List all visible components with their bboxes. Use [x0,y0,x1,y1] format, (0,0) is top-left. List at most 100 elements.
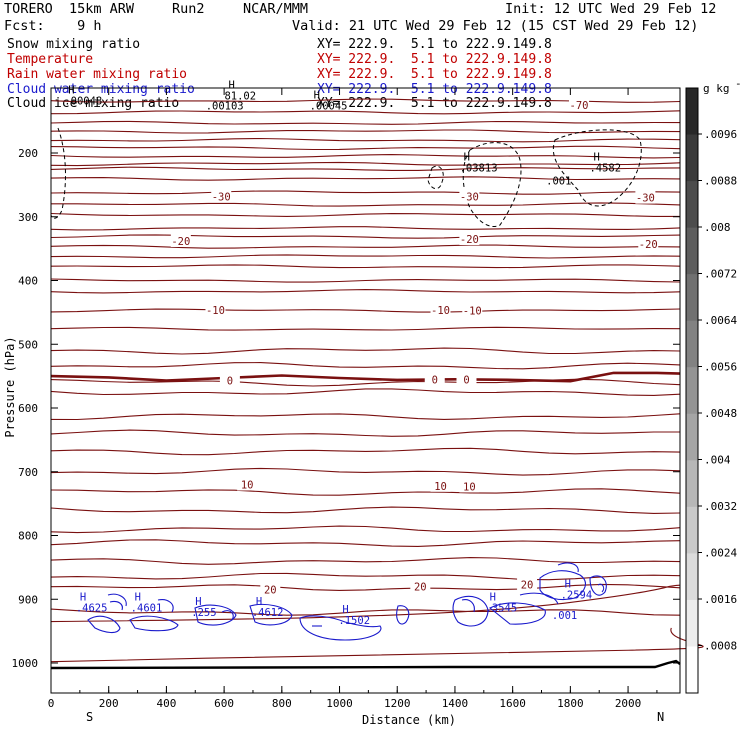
isotherm-line [50,308,681,313]
isotherm-line [50,226,681,231]
cloud-water-max-marker: H [80,591,86,603]
maximum-marker: H [593,152,599,164]
forecast-hour: Fcst: 9 h [4,18,102,34]
isotherm-label: -30 [636,193,655,205]
isotherm-line [50,506,681,514]
isotherm-label: -30 [460,191,479,203]
colorbar-swatch [686,553,698,601]
isotherm-label-bg [459,232,480,246]
isotherm-label: 10 [434,481,447,493]
contour-labels: -70 -30 -30 -30 -20 -20 -20 -10 -10 -10 0 0 0 10 10 10 2… [64,80,659,627]
cloud-ice-contour [427,165,444,189]
maximum-value: .00045 [310,101,348,113]
isotherm-label: -20 [171,236,190,248]
colorbar-swatch [686,646,698,694]
isotherm-line [50,244,681,249]
isotherm-line [50,212,680,217]
isotherm-label: -20 [639,239,658,251]
isotherm-line [50,539,681,547]
isotherm-line [50,254,681,259]
valid-time: Valid: 21 UTC Wed 29 Feb 12 (15 CST Wed … [292,18,699,34]
colorbar-unit-exponent: -1 [735,77,740,90]
legend-xy-temperature: XY= 222.9. 5.1 to 222.9.149.8 [317,52,552,67]
isotherm-label: 20 [521,580,534,592]
cloud-water-max-value: .2594 [561,590,593,602]
isotherm-line [50,557,681,565]
cloud-water-max-value: .1502 [338,615,370,627]
isotherm-line [50,572,681,581]
isotherm-label: 0 [432,374,438,386]
colorbar-unit: g kg [703,82,730,95]
isotherm-line [50,429,680,437]
colorbar-swatch [686,413,698,461]
x-tick-label: 200 [99,697,119,710]
y-tick-label: 600 [18,402,38,415]
colorbar-tick-label: .0096 [704,128,737,141]
colorbar-tick-label: .0024 [704,547,737,560]
cloud-water-contour [461,599,475,613]
cloud-ice-contour [50,127,66,219]
colorbar-swatch [686,367,698,415]
x-tick-label: 1400 [442,697,469,710]
isotherm-label: -10 [463,305,482,317]
isotherm-label: 20 [264,585,277,597]
y-tick-label: 700 [18,466,38,479]
isotherm-label-bg [462,303,483,317]
isotherm-line [50,326,681,331]
isotherm-label: 0 [227,376,233,388]
colorbar-swatch [686,506,698,554]
y-axis-label: Pressure (hPa) [3,336,17,437]
cloud-water-contour [87,615,121,634]
cloud-water-max-marker: H [195,596,201,608]
isotherm-label: 10 [241,480,254,492]
x-tick-label: 600 [214,697,234,710]
isotherm-line [50,190,681,195]
x-tick-label: 1800 [557,697,584,710]
isotherm-line [50,154,681,159]
colorbar-swatch [686,88,698,136]
colorbar-tick-label: .0072 [704,268,737,281]
x-tick-label: 2000 [615,697,642,710]
isotherm-line [50,467,681,476]
isotherm-line [50,129,681,134]
isotherm-line [50,488,681,496]
colorbar-swatch [686,181,698,229]
isotherm-label-bg [219,373,240,387]
cloud-water-max-marker: H [490,591,496,603]
run-label: Run2 [172,1,205,17]
cloud-water-max-value: .4601 [131,602,163,614]
isotherm-line [50,176,681,181]
x-tick-label: 800 [272,697,292,710]
cloud-water-contour [539,570,586,601]
model-title: TORERO 15km ARW [4,1,135,17]
maximum-marker: H [314,90,320,102]
isotherm-label-bg [424,372,445,386]
init-time: Init: 12 UTC Wed 29 Feb 12 [505,1,717,17]
isotherm-line [50,447,681,456]
isotherm-line [50,289,681,294]
isotherm-label-bg [635,190,656,204]
legend-label-cloud-ice: Cloud ice mixing ratio [7,96,180,111]
isotherm-line [50,110,681,115]
cloud-water-contour [194,604,237,626]
isotherm-line [50,583,681,591]
colorbar-swatch [686,227,698,275]
isotherm-label-bg [260,582,281,596]
cloud-water-max-value: .4612 [252,607,284,619]
x-tick-label: 400 [156,697,176,710]
isotherm-label: -10 [431,305,450,317]
isotherm-label-bg [205,302,226,316]
isotherm-label-bg [517,577,538,591]
legend-label-rain: Rain water mixing ratio [7,67,188,82]
isotherm-label: 20 [414,582,427,594]
y-tick-label: 500 [18,338,38,351]
y-tick-label: 800 [18,530,38,543]
isotherm-label-bg [430,302,451,316]
cloud-water-contour [109,600,123,611]
cloud-water-contour [299,615,382,641]
colorbar: .0096 .0088 .008 .0072 .0064 .0056 .0048 .004 .0… [685,77,740,694]
isotherm-label-bg [237,477,258,491]
cloud-water-max-value: .3545 [486,602,518,614]
maximum-marker: H [228,80,234,92]
